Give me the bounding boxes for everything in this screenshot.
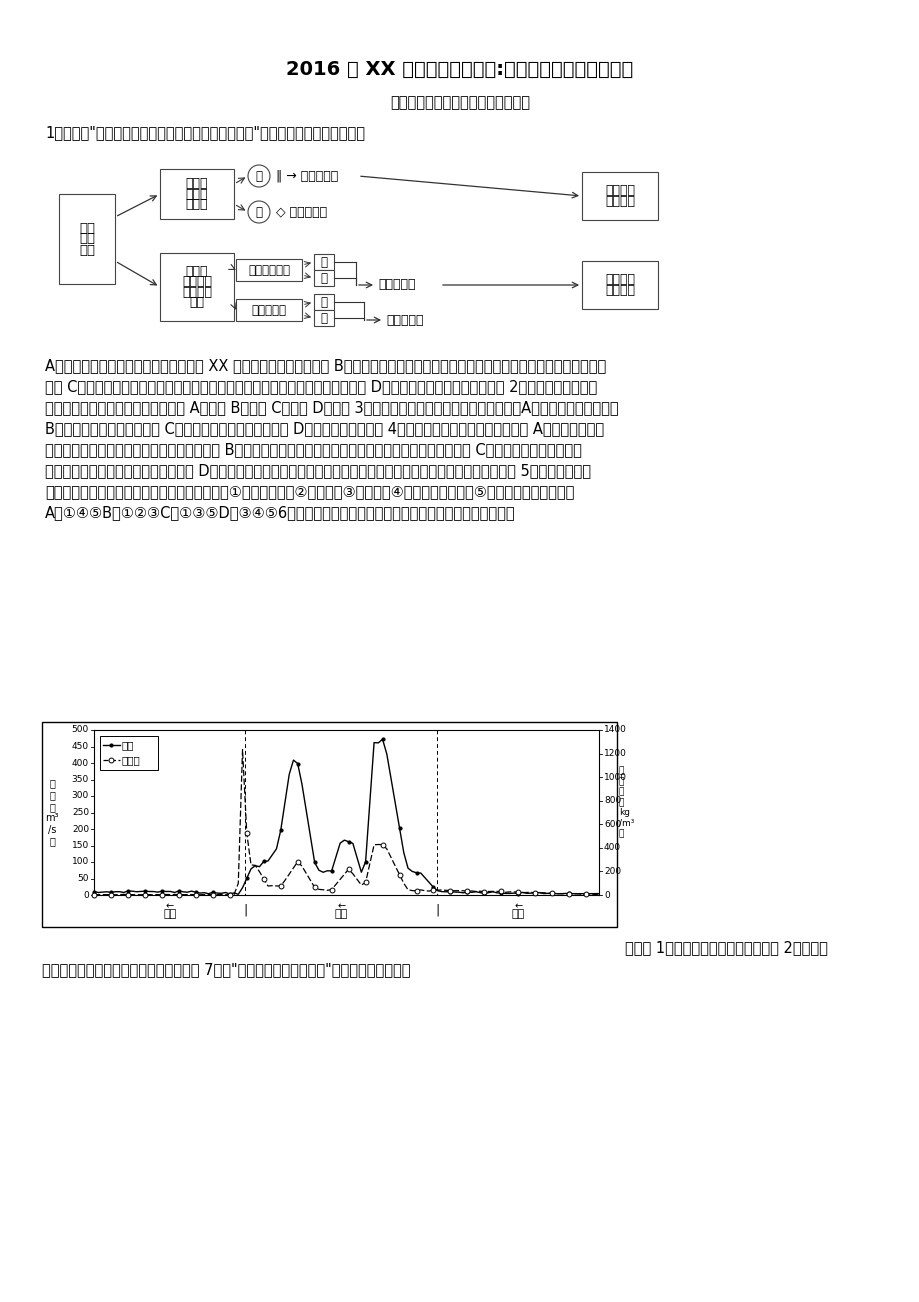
Text: 域的灾: 域的灾 — [186, 187, 208, 201]
Text: 400: 400 — [604, 844, 620, 853]
Bar — [160, 169, 233, 219]
Bar — [160, 253, 233, 322]
Text: 含沙量: 含沙量 — [122, 755, 141, 766]
Text: 经济发展: 经济发展 — [182, 285, 211, 298]
Text: 不同区: 不同区 — [186, 264, 208, 277]
Bar — [236, 259, 301, 281]
Text: 经济发展水平: 经济发展水平 — [248, 263, 289, 276]
Text: ◇ 危害程度低: ◇ 危害程度低 — [272, 206, 327, 219]
Text: |: | — [244, 904, 247, 917]
Text: ←: ← — [165, 901, 174, 911]
Text: 知，该水文站所在区域主要的环境问题是 7：读"未来人口、资源、环境"关系图，回答问题。: 知，该水文站所在区域主要的环境问题是 7：读"未来人口、资源、环境"关系图，回答… — [42, 962, 410, 976]
Text: 1000: 1000 — [604, 772, 627, 781]
Text: 高: 高 — [320, 255, 327, 268]
Text: ←: ← — [514, 901, 522, 911]
Text: 属于造成黄土高原水土流失的自然原因是（）　①黄土土质疏松②轮荒制度③开挖煤矿④黄土垂直节理发育⑤黄土高原区夏季多暴雨: 属于造成黄土高原水土流失的自然原因是（） ①黄土土质疏松②轮荒制度③开挖煤矿④黄… — [45, 484, 573, 499]
Text: 800: 800 — [604, 797, 620, 805]
Text: 200: 200 — [72, 824, 89, 833]
Circle shape — [248, 165, 269, 187]
Text: 害强度: 害强度 — [186, 198, 208, 211]
Text: 弱: 弱 — [320, 311, 327, 324]
Text: 0: 0 — [604, 891, 609, 900]
Text: 旱季: 旱季 — [163, 909, 176, 919]
Text: ←: ← — [337, 901, 346, 911]
Bar — [582, 260, 657, 309]
Text: 1200: 1200 — [604, 749, 626, 758]
Bar — [59, 194, 115, 284]
Text: 深刻、最集中、污染最严重的区域是 A、林区 B、牧区 C、农村 D、城市 3：属于当今全球性的环境问题是（　　）A、噪声污染和水土流失: 深刻、最集中、污染最严重的区域是 A、林区 B、牧区 C、农村 D、城市 3：属… — [45, 400, 618, 415]
Bar — [313, 270, 334, 286]
Text: 500: 500 — [72, 725, 89, 734]
Bar — [313, 310, 334, 326]
Text: 高的区域: 高的区域 — [605, 195, 634, 208]
Text: 雨季: 雨季 — [335, 909, 347, 919]
Text: 含
沙
量
（
kg
/m³
）: 含 沙 量 （ kg /m³ ） — [618, 767, 634, 838]
Text: 自然: 自然 — [79, 233, 95, 246]
Text: 50: 50 — [77, 874, 89, 883]
Text: 450: 450 — [72, 742, 89, 751]
Text: 强: 强 — [320, 296, 327, 309]
Text: B、土地荒漠化和臭氧被破坏 C、全球变暖和生物多样性锐减 D、水污染和湖面缩小 4：关于环境问题的叙述，正确的是 A、发展中国家工: B、土地荒漠化和臭氧被破坏 C、全球变暖和生物多样性锐减 D、水污染和湖面缩小 … — [45, 421, 604, 436]
Bar — [313, 294, 334, 310]
Text: 250: 250 — [72, 809, 89, 816]
Text: 业生产落后，因此环境问题不如发达国家严重 B、发达国家与发展中国家对环境问题应负有相同的责任与义务 C、可依靠科技手段和工业: 业生产落后，因此环境问题不如发达国家严重 B、发达国家与发展中国家对环境问题应负… — [45, 441, 581, 457]
Bar — [100, 736, 158, 769]
Text: 水平: 水平 — [189, 297, 204, 310]
Text: 灾害: 灾害 — [79, 243, 95, 256]
Text: 流
量
（
m³
/s
）: 流 量 （ m³ /s ） — [45, 779, 59, 846]
Text: 流量: 流量 — [122, 740, 134, 750]
Bar — [236, 299, 301, 322]
Text: 危害程度: 危害程度 — [605, 185, 634, 197]
Bar — [42, 723, 617, 927]
Text: 域的社会: 域的社会 — [182, 275, 211, 288]
Text: 某种: 某种 — [79, 221, 95, 234]
Text: 1400: 1400 — [604, 725, 626, 734]
Text: 旱季: 旱季 — [511, 909, 524, 919]
Text: A、汉川地震给汶川带来的损坏程度高于 XX 是因为汶川人口密度更大 B、发生在洋中脊的地震对沿海地区影响不大是因为沿海地区防抗灾能: A、汉川地震给汶川带来的损坏程度高于 XX 是因为汶川人口密度更大 B、发生在洋… — [45, 358, 606, 372]
Bar — [582, 172, 657, 220]
Text: 危害程度低: 危害程度低 — [378, 279, 415, 292]
Text: 低的区域: 低的区域 — [605, 284, 634, 297]
Text: 【试题内容来自于相关和学校提供】: 【试题内容来自于相关和学校提供】 — [390, 95, 529, 109]
Text: 600: 600 — [604, 820, 620, 829]
Text: 100: 100 — [72, 858, 89, 867]
Text: 文明的思维定式去修复遭到破坏的环境 D、有些环境问题不只影响某一个国家或地区，而且可能影响到其他国家甚至全球 5：下列原因中，: 文明的思维定式去修复遭到破坏的环境 D、有些环境问题不只影响某一个国家或地区，而… — [45, 464, 590, 478]
Text: 防抗灾能力: 防抗灾能力 — [251, 303, 286, 316]
Text: 【小题 1】该河流最不可能位于【小题 2】由图可: 【小题 1】该河流最不可能位于【小题 2】由图可 — [624, 940, 827, 954]
Text: 350: 350 — [72, 775, 89, 784]
Text: 小: 小 — [255, 206, 262, 219]
Text: 2016 年 XX 单招地理模拟试题:人类面临的主要环境问题: 2016 年 XX 单招地理模拟试题:人类面临的主要环境问题 — [286, 60, 633, 79]
Text: 300: 300 — [72, 792, 89, 801]
Text: 0: 0 — [83, 891, 89, 900]
Text: 危害程度高: 危害程度高 — [386, 314, 423, 327]
Bar — [313, 254, 334, 270]
Text: 1：读下图"自然灾害程度地域差异形成的原因示意图"，判断下列说法正确的是：: 1：读下图"自然灾害程度地域差异形成的原因示意图"，判断下列说法正确的是： — [45, 125, 365, 141]
Circle shape — [248, 201, 269, 223]
Text: 大: 大 — [255, 169, 262, 182]
Text: 200: 200 — [604, 867, 620, 876]
Text: A、①④⑤B、①②③C、①③⑤D、③④⑤6：读我国某河流水文站某时段水文监测图，回答下列问题。: A、①④⑤B、①②③C、①③⑤D、③④⑤6：读我国某河流水文站某时段水文监测图，… — [45, 505, 515, 519]
Text: 力强 C、印度洋海啸伤亡人数巨大是因为受灾地区人口密度大且缺乏海啸预警系统 D、经济发展水平越高，灾情越小 2：人类对环境影响最: 力强 C、印度洋海啸伤亡人数巨大是因为受灾地区人口密度大且缺乏海啸预警系统 D、… — [45, 379, 596, 395]
Text: 低: 低 — [320, 272, 327, 285]
Text: ‖ → 危害程度高: ‖ → 危害程度高 — [272, 169, 338, 182]
Text: |: | — [435, 904, 439, 917]
Text: 危害程度: 危害程度 — [605, 273, 634, 286]
Text: 400: 400 — [72, 759, 89, 767]
Text: 不同区: 不同区 — [186, 177, 208, 190]
Text: 150: 150 — [72, 841, 89, 850]
